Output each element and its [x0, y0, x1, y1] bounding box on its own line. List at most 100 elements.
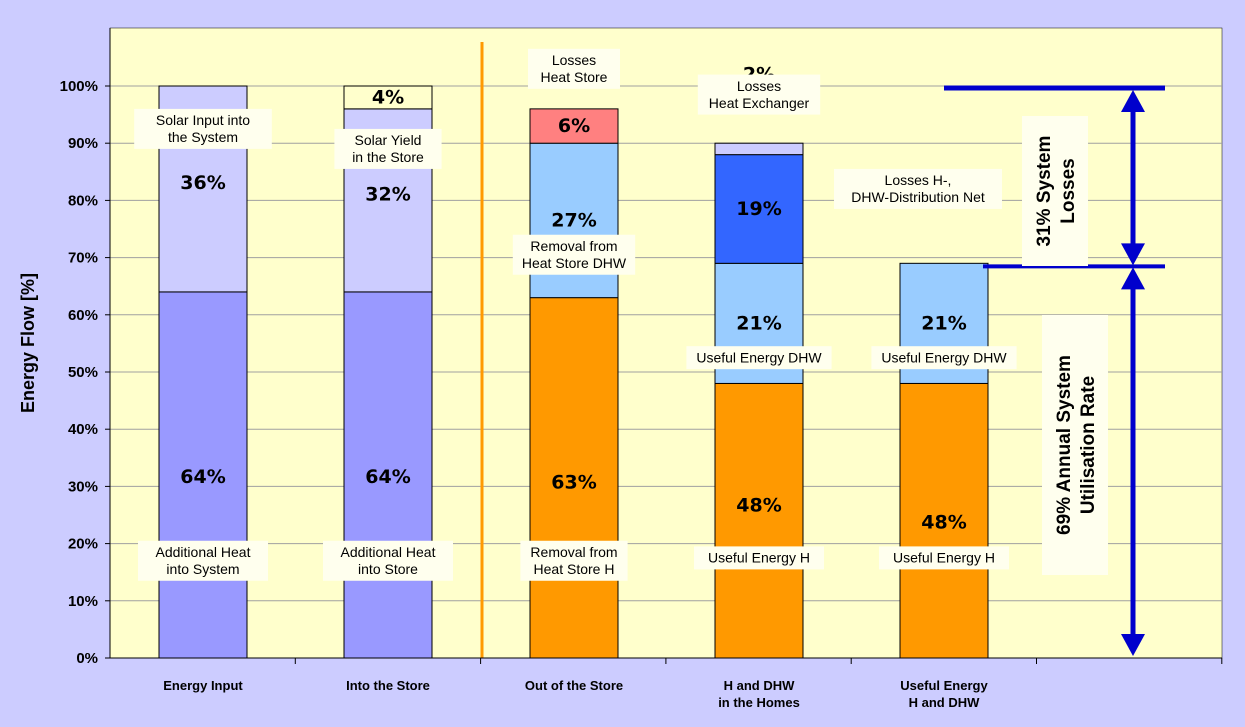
y-axis: 0% 10% 20% 30% 40% 50% 60% 70% 80% 90% 100% [60, 28, 111, 667]
segment-note: Useful Energy DHW [871, 346, 1017, 370]
loss-brackets: 31% System Losses 69% Annual System Utilisa… [944, 85, 1165, 656]
annotation-text: Heat Store DHW [522, 255, 627, 271]
annotation-text: DHW-Distribution Net [851, 189, 985, 205]
bracket-label-text: 31% System [1034, 136, 1055, 247]
y-tick-label: 20% [68, 536, 98, 553]
annotation-text: Useful Energy DHW [881, 349, 1007, 365]
y-tick-label: 10% [68, 593, 98, 610]
data-label: 63% [551, 472, 596, 494]
annotation-text: Heat Exchanger [709, 95, 810, 111]
annotation-bg [834, 168, 1002, 209]
x-category-label: H and DHW [724, 678, 796, 693]
annotation-text: Useful Energy H [893, 550, 995, 566]
annotation-bg [694, 546, 824, 570]
y-tick-label: 30% [68, 478, 98, 495]
segment-note: Useful Energy H [879, 546, 1009, 570]
annotation-bg [520, 540, 628, 581]
annotation-text: Losses [552, 52, 596, 68]
bar-segment [899, 382, 989, 659]
y-tick-label: 70% [68, 250, 98, 267]
annotation-text: Removal from [530, 544, 617, 560]
annotation-bg [134, 108, 272, 149]
x-category-label: in the Homes [718, 695, 800, 710]
bracket-label-bg [1022, 116, 1088, 266]
annotation-text: the System [168, 129, 238, 145]
data-label: 19% [736, 198, 781, 220]
data-label: 64% [365, 466, 410, 488]
annotation-text: into Store [358, 561, 418, 577]
annotation-text: Losses [737, 78, 781, 94]
annotation-text: into System [166, 561, 239, 577]
annotation-bg [323, 540, 453, 581]
y-axis-label: Energy Flow [%] [18, 273, 38, 413]
annotation-text: Solar Input into [156, 112, 250, 128]
annotation-text: Useful Energy DHW [696, 349, 822, 365]
y-tick-label: 60% [68, 307, 98, 324]
y-tick-label: 100% [60, 78, 98, 95]
y-tick-label: 0% [76, 650, 98, 667]
bar-segment [714, 142, 804, 156]
data-label: 6% [558, 115, 590, 137]
x-category-label: Energy Input [163, 678, 243, 693]
bar-segment [714, 154, 804, 264]
annotation-text: Useful Energy H [708, 550, 810, 566]
data-label: 27% [551, 209, 596, 231]
bar-segment [529, 108, 619, 144]
x-category-label: H and DHW [909, 695, 981, 710]
bracket-label-text: 69% Annual System [1054, 355, 1075, 535]
annotation-text: Additional Heat [341, 544, 436, 560]
bar-segment [714, 382, 804, 659]
annotation-text: Losses H-, [885, 172, 952, 188]
annotation-bg [512, 234, 636, 275]
bracket-label-bg [1042, 315, 1108, 575]
arrow-head-down [1121, 243, 1145, 266]
annotation-bg [697, 74, 821, 115]
y-tick-label: 50% [68, 364, 98, 381]
bar-segment [158, 291, 248, 659]
arrow-head-up [1121, 90, 1145, 112]
x-category-label: Into the Store [346, 678, 430, 693]
annotation-text: in the Store [352, 149, 424, 165]
data-label: 48% [736, 495, 781, 517]
utilisation-rate-label: 69% Annual System Utilisation Rate [1042, 315, 1108, 575]
data-label: 48% [921, 512, 966, 534]
x-category-label: Useful Energy [900, 678, 988, 693]
annotation-bg [879, 546, 1009, 570]
y-tick-label: 90% [68, 135, 98, 152]
annotation-text: Additional Heat [156, 544, 251, 560]
annotation-text: Removal from [530, 238, 617, 254]
arrow-head-up [1121, 267, 1145, 290]
data-label: 64% [180, 466, 225, 488]
annotation-text: Heat Store [541, 69, 608, 85]
bar-segment [343, 85, 433, 110]
bar-segment [343, 291, 433, 659]
annotation-bg [871, 346, 1017, 370]
annotation-bg [334, 128, 442, 169]
data-label: 36% [180, 172, 225, 194]
system-losses-label: 31% System Losses [1022, 116, 1088, 266]
segment-note: Useful Energy DHW [686, 346, 832, 370]
data-label: 32% [365, 184, 410, 206]
annotation-bg [528, 48, 620, 89]
system-losses-arrow [1121, 90, 1145, 266]
utilisation-arrow [1121, 267, 1145, 656]
annotation-text: Heat Store H [534, 561, 615, 577]
data-label: 21% [921, 312, 966, 334]
bracket-label-text: Losses [1058, 158, 1079, 223]
x-category-label: Out of the Store [525, 678, 623, 693]
bracket-label-text: Utilisation Rate [1078, 376, 1099, 514]
y-tick-label: 80% [68, 192, 98, 209]
x-axis: Energy Input Into the Store Out of the Sto… [110, 657, 1223, 710]
data-label: 21% [736, 312, 781, 334]
annotation-text: Solar Yield [355, 132, 422, 148]
y-tick-label: 40% [68, 421, 98, 438]
